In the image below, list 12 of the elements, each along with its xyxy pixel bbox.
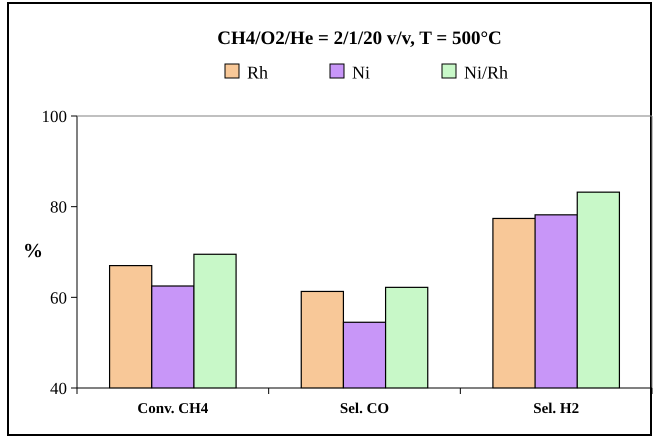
chart-title: CH4/O2/He = 2/1/20 v/v, T = 500°C xyxy=(217,28,502,49)
y-tick-label: 100 xyxy=(42,106,67,126)
x-tick-label: Conv. CH4 xyxy=(137,401,209,417)
y-axis-title: % xyxy=(23,240,43,262)
legend-label: Rh xyxy=(247,62,268,82)
legend-label: Ni/Rh xyxy=(464,62,508,82)
y-tick-label: 80 xyxy=(50,198,67,217)
y-tick-label: 40 xyxy=(50,378,67,398)
x-tick-label: Sel. H2 xyxy=(533,401,580,417)
y-tick-label: 60 xyxy=(50,288,67,308)
legend-label: Ni xyxy=(352,62,370,82)
x-tick-label: Sel. CO xyxy=(340,401,390,417)
